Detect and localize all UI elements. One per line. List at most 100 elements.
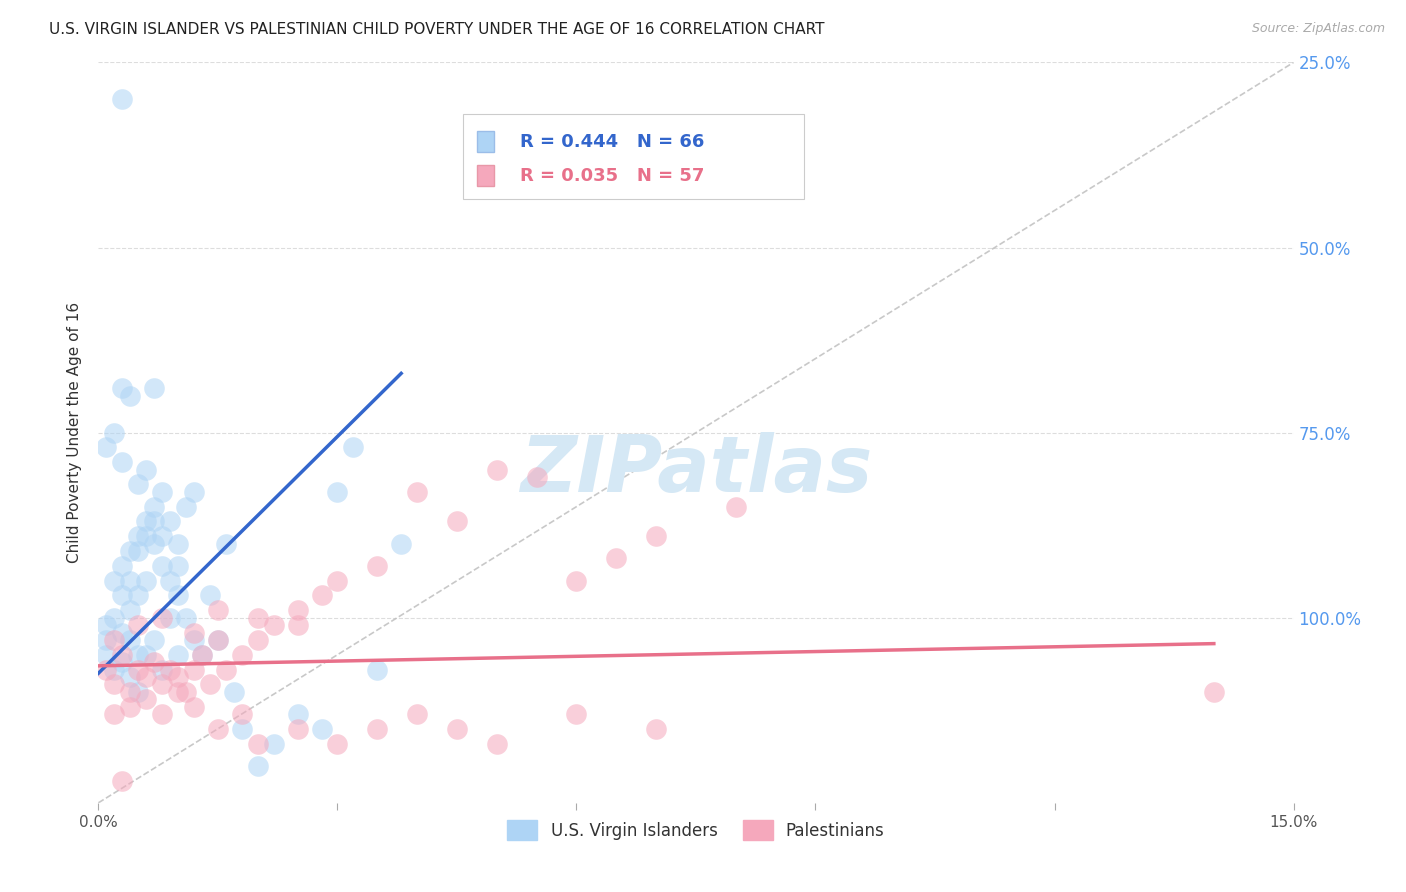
Point: [96, 648, 118, 662]
Point: [111, 648, 134, 662]
Point: [150, 484, 173, 499]
Point: [135, 670, 157, 684]
Point: [150, 706, 173, 721]
Point: [127, 477, 149, 491]
Point: [103, 663, 125, 677]
Point: [96, 441, 118, 455]
Point: [174, 610, 197, 624]
Point: [150, 610, 173, 624]
Point: [1202, 685, 1225, 699]
Point: [246, 610, 269, 624]
Point: [191, 648, 214, 662]
Point: [159, 574, 181, 588]
Point: [605, 551, 627, 566]
Point: [127, 529, 149, 543]
Point: [183, 699, 205, 714]
Point: [120, 388, 142, 402]
Point: [198, 677, 221, 691]
Point: [246, 758, 269, 772]
Point: [159, 515, 181, 529]
Point: [111, 625, 134, 640]
Point: [526, 470, 548, 484]
Point: [127, 544, 149, 558]
Point: [174, 500, 197, 514]
Point: [135, 462, 157, 476]
Point: [724, 500, 747, 514]
Point: [263, 737, 285, 751]
Point: [167, 670, 190, 684]
Point: [326, 737, 349, 751]
Point: [120, 574, 142, 588]
Point: [111, 589, 134, 603]
Point: [207, 632, 229, 647]
Point: [311, 722, 333, 736]
Point: [183, 484, 205, 499]
Point: [111, 773, 134, 788]
Point: [120, 603, 142, 617]
Point: [150, 677, 173, 691]
Point: [135, 692, 157, 706]
Point: [103, 610, 125, 624]
Point: [135, 574, 157, 588]
Legend: U.S. Virgin Islanders, Palestinians: U.S. Virgin Islanders, Palestinians: [501, 814, 891, 847]
Point: [103, 632, 125, 647]
Point: [231, 722, 253, 736]
Point: [263, 618, 285, 632]
Point: [446, 722, 468, 736]
Point: [246, 737, 269, 751]
Point: [111, 558, 134, 573]
Point: [159, 610, 181, 624]
Point: [366, 722, 388, 736]
Point: [127, 648, 149, 662]
Point: [191, 648, 214, 662]
Point: [215, 663, 238, 677]
Point: [389, 536, 412, 550]
Point: [111, 655, 134, 669]
Point: [215, 536, 238, 550]
Point: [231, 706, 253, 721]
Point: [96, 618, 118, 632]
Text: R = 0.035   N = 57: R = 0.035 N = 57: [520, 167, 704, 185]
Point: [183, 632, 205, 647]
Point: [366, 663, 388, 677]
Point: [311, 589, 333, 603]
Point: [167, 589, 190, 603]
Point: [159, 663, 181, 677]
Point: [127, 663, 149, 677]
Point: [150, 529, 173, 543]
Point: [645, 722, 668, 736]
Point: [366, 558, 388, 573]
Point: [135, 515, 157, 529]
Point: [120, 685, 142, 699]
Text: ZIPatlas: ZIPatlas: [520, 432, 872, 508]
Point: [167, 536, 190, 550]
Point: [103, 425, 125, 440]
Point: [103, 677, 125, 691]
Point: [143, 655, 166, 669]
Point: [96, 632, 118, 647]
Point: [198, 589, 221, 603]
Point: [167, 685, 190, 699]
Point: [111, 92, 134, 106]
Point: [207, 603, 229, 617]
Point: [645, 529, 668, 543]
Text: R = 0.444   N = 66: R = 0.444 N = 66: [520, 133, 704, 151]
Text: Source: ZipAtlas.com: Source: ZipAtlas.com: [1251, 22, 1385, 36]
Point: [207, 632, 229, 647]
Point: [287, 603, 309, 617]
Point: [127, 589, 149, 603]
Point: [485, 737, 508, 751]
Y-axis label: Child Poverty Under the Age of 16: Child Poverty Under the Age of 16: [67, 302, 83, 563]
Point: [167, 648, 190, 662]
Point: [446, 515, 468, 529]
Point: [96, 663, 118, 677]
Point: [287, 618, 309, 632]
Point: [127, 618, 149, 632]
Point: [150, 663, 173, 677]
Point: [485, 462, 508, 476]
Point: [565, 574, 588, 588]
Point: [143, 500, 166, 514]
Point: [406, 706, 429, 721]
Point: [326, 574, 349, 588]
Point: [120, 632, 142, 647]
